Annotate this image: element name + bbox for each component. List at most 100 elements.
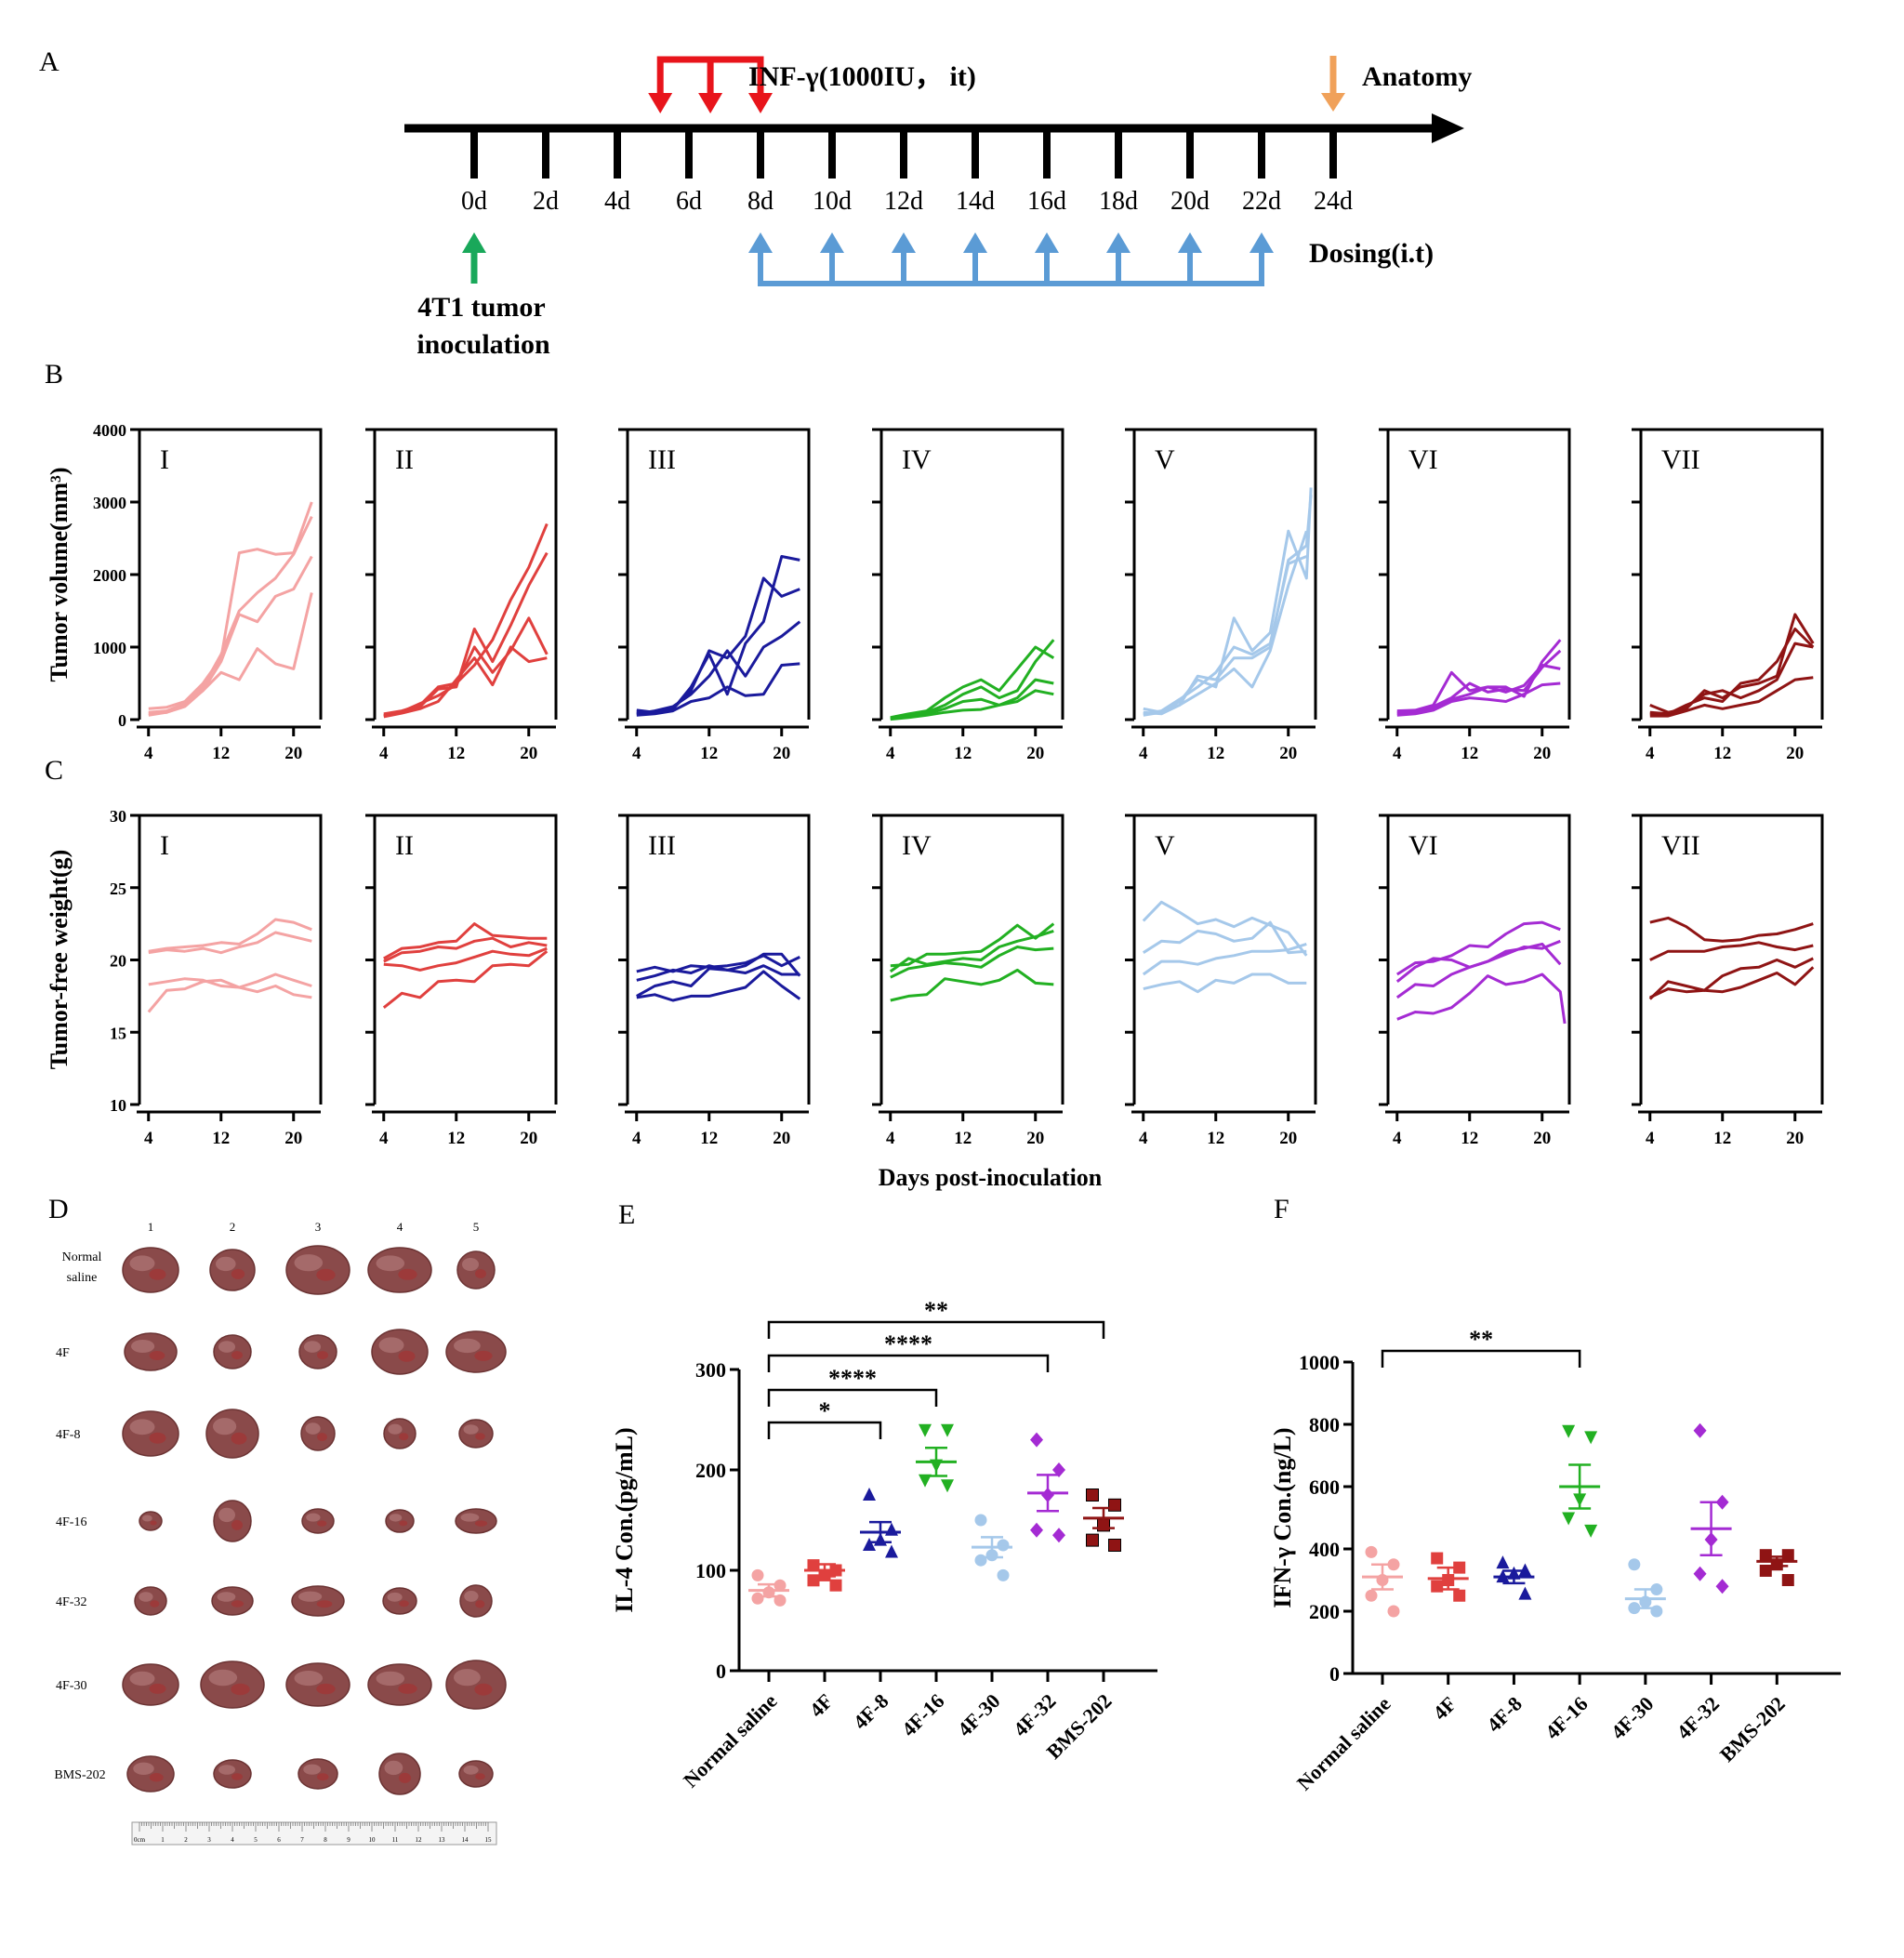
x-tick-label: 20	[773, 744, 790, 763]
tumor-photo	[134, 1586, 167, 1616]
tumor-spot	[475, 1773, 485, 1780]
inoculation-label-1: 4T1 tumor	[417, 292, 546, 323]
significance-label: **	[924, 1297, 948, 1324]
tumor-body	[213, 1334, 252, 1369]
tumor-photo	[378, 1753, 421, 1795]
tumor-photo	[445, 1660, 507, 1710]
series-line-VII-1	[1649, 613, 1815, 714]
ruler-number: 5	[254, 1836, 258, 1844]
tumor-highlight	[139, 1592, 153, 1602]
x-tick-label: 20	[1026, 744, 1044, 763]
tumor-body	[122, 1410, 179, 1457]
ruler-number: 8	[324, 1836, 327, 1844]
x-tick-label: 20	[1279, 1129, 1297, 1148]
y-tick-label: 25	[110, 880, 126, 898]
tumor-body	[385, 1509, 415, 1533]
anatomy-arrow-icon	[1321, 93, 1345, 112]
group-label-III: III	[648, 830, 676, 861]
series-line-I-2	[148, 515, 313, 714]
series-line-II-4	[383, 645, 548, 719]
tumor-body	[301, 1508, 335, 1534]
ylabel: IL-4 Con.(pg/mL)	[611, 1427, 638, 1612]
y-tick-label: 30	[110, 807, 126, 826]
x-tick-label: 12	[1207, 1129, 1224, 1148]
photo-row-label: BMS-202	[54, 1768, 105, 1782]
photo-row-label-saline: saline	[67, 1271, 98, 1285]
tumor-body	[213, 1500, 252, 1542]
x-tick-label: 12	[1207, 744, 1224, 763]
dosing-arrow-icon	[1035, 232, 1059, 253]
group-label-VII: VII	[1661, 444, 1700, 475]
x-tick-label: 4F	[805, 1689, 838, 1722]
data-point	[829, 1579, 842, 1592]
tumor-photo	[200, 1660, 265, 1709]
series-line-III-1	[636, 954, 800, 973]
timeline-day-16d: 16d	[1027, 187, 1066, 216]
data-point	[1759, 1549, 1772, 1562]
timeline-day-20d: 20d	[1170, 187, 1210, 216]
y-tick-label: 400	[1309, 1538, 1340, 1561]
tumor-body	[122, 1663, 179, 1706]
tumor-highlight	[306, 1513, 321, 1522]
x-tick-label: 20	[1026, 1129, 1044, 1148]
x-tick-label: 4	[1646, 744, 1655, 763]
tumor-body	[213, 1759, 252, 1789]
group-label-I: I	[160, 830, 169, 861]
x-tick-label: 4F-32	[1672, 1692, 1724, 1744]
x-tick-label: 4F-16	[1540, 1692, 1593, 1744]
group-label-IV: IV	[902, 830, 932, 861]
tumor-photo	[455, 1508, 497, 1534]
series-line-VI-3	[1396, 664, 1561, 716]
tumor-photo-panel: 1 2 3 4 5Normalsaline4F4F-84F-164F-324F-30BM…	[54, 1220, 507, 1846]
y-tick-label: 2000	[93, 566, 126, 585]
tumor-highlight	[218, 1765, 235, 1775]
tumor-photo	[291, 1585, 345, 1617]
tumor-spot	[317, 1433, 327, 1442]
x-tick-label: 20	[284, 1129, 302, 1148]
dosing-arrow-icon	[820, 232, 844, 253]
tumor-body	[378, 1753, 421, 1795]
tumor-body	[455, 1508, 497, 1534]
group-label-I: I	[160, 444, 169, 475]
tumor-photo	[371, 1329, 429, 1375]
x-tick-label: 4F-30	[1606, 1692, 1659, 1744]
tumor-photo	[445, 1330, 507, 1373]
x-tick-label: 20	[520, 1129, 537, 1148]
photo-row-label: 4F	[56, 1346, 70, 1360]
tumor-volume-panels: Tumor volume(mm³) 0 1000 2000 3000 4000 4 12 20 I…	[46, 421, 1824, 763]
x-tick-label: 20	[284, 744, 302, 763]
tumor-spot	[399, 1433, 409, 1441]
series-line-II-1	[383, 523, 549, 716]
x-tick-label: 4	[632, 744, 641, 763]
tumor-photo	[213, 1759, 252, 1789]
x-tick-label: 4	[1393, 1129, 1402, 1148]
series-line-VII-2	[1649, 628, 1815, 716]
data-point	[1108, 1498, 1121, 1512]
x-tick-label: 4F-32	[1009, 1689, 1061, 1741]
timeline-day-8d: 8d	[747, 187, 774, 216]
subplot-V: 4 12 20 V	[1125, 814, 1317, 1148]
tumor-highlight	[218, 1341, 235, 1353]
tumor-body	[367, 1663, 432, 1706]
group-label-VI: VI	[1408, 444, 1438, 475]
series-line-V-2	[1142, 920, 1307, 955]
tumor-highlight	[294, 1254, 324, 1272]
data-point	[1562, 1512, 1576, 1526]
data-point	[974, 1514, 987, 1527]
tumor-body	[456, 1250, 496, 1290]
photo-column-number: 5	[473, 1220, 480, 1234]
inf-arrow-icon	[648, 93, 673, 113]
series-line-IV-4	[890, 689, 1054, 721]
ruler-number: 9	[347, 1836, 350, 1844]
tumor-photo	[298, 1334, 337, 1369]
series-line-I-4	[148, 592, 313, 717]
y-tick-label: 3000	[93, 494, 126, 512]
tumor-photo	[122, 1663, 179, 1706]
significance-label: *	[819, 1397, 831, 1424]
dosing-arrow-icon	[748, 232, 773, 253]
significance-label: ****	[884, 1330, 932, 1357]
series-line-IV-1	[890, 645, 1055, 720]
tumor-photo	[122, 1247, 179, 1293]
series-line-I-4	[147, 978, 312, 1013]
x-tick-label: 20	[1786, 744, 1804, 763]
